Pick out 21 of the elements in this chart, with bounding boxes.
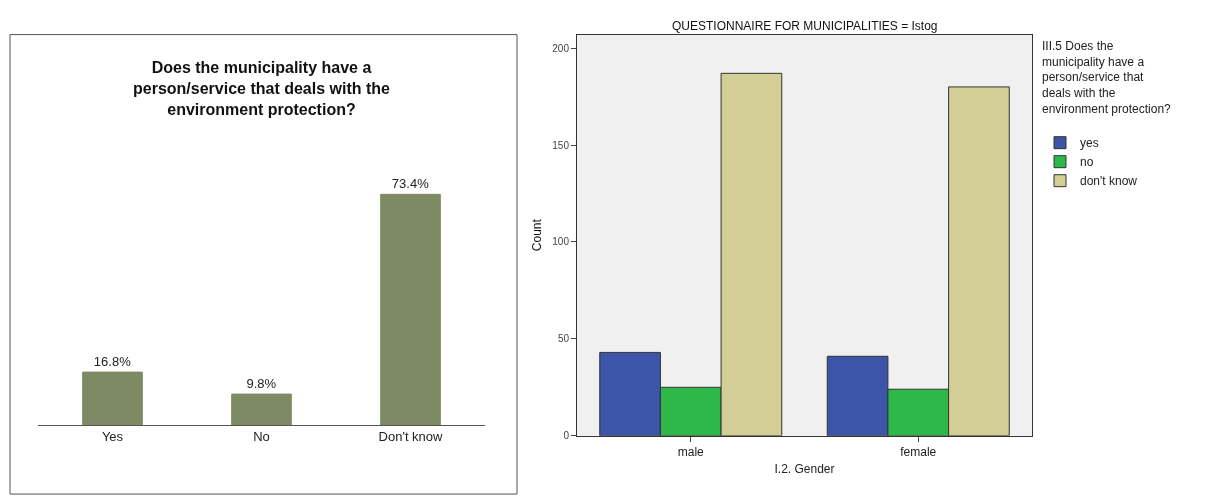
legend-label: no <box>1080 155 1094 170</box>
y-tick-label: 100 <box>552 236 570 248</box>
y-axis-title: Count <box>529 218 544 252</box>
legend-title: III.5 Does the municipality have a person/service that deals with the environment protection? <box>1042 39 1172 116</box>
x-tick-label: Yes <box>101 429 124 445</box>
x-tick-label: Don't know <box>378 429 444 445</box>
data-label: 9.8% <box>246 376 277 392</box>
data-label: 16.8% <box>93 354 132 370</box>
y-tick-label: 0 <box>563 430 570 442</box>
x-axis-title: I.2. Gender <box>774 462 835 477</box>
data-label: 73.4% <box>391 176 430 192</box>
x-tick-label: female <box>900 445 937 460</box>
legend-label: yes <box>1080 136 1099 151</box>
chart-title: Does the municipality have a person/service that deals with the environment protection? <box>133 59 391 118</box>
y-tick-label: 150 <box>552 139 570 151</box>
x-tick-label: No <box>253 429 270 445</box>
y-tick-label: 50 <box>557 333 570 345</box>
chart-title: QUESTIONNAIRE FOR MUNICIPALITIES = Istog <box>672 19 938 33</box>
y-tick-label: 200 <box>552 42 570 54</box>
x-tick-label: male <box>677 445 705 460</box>
legend-label: don't know <box>1080 174 1138 189</box>
